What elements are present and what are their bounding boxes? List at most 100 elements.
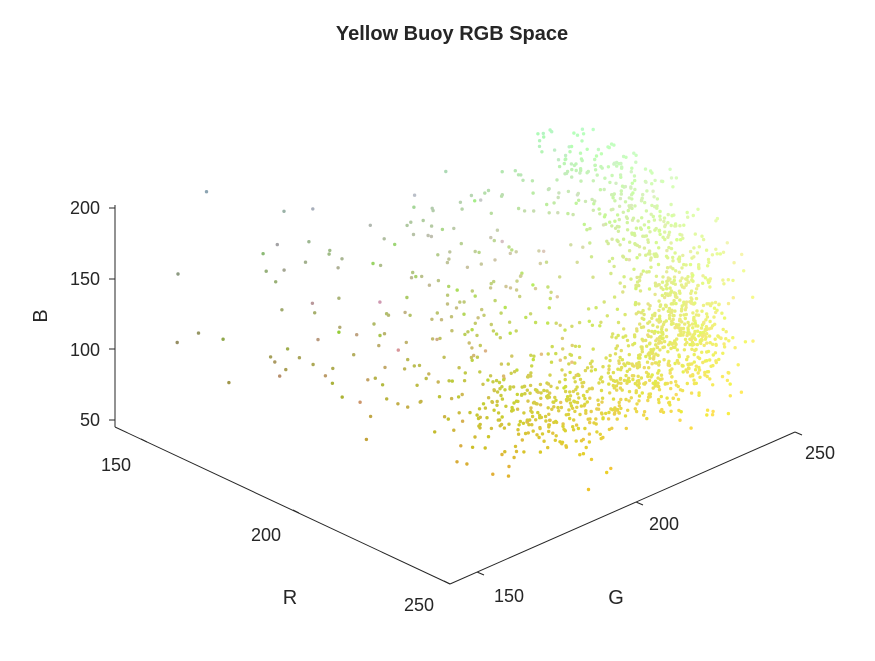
data-point: [641, 269, 645, 273]
data-point: [556, 195, 560, 200]
data-point: [707, 334, 712, 338]
data-point: [612, 295, 617, 299]
data-point: [528, 383, 533, 388]
data-point: [560, 336, 565, 341]
data-point: [614, 384, 619, 388]
data-point: [227, 380, 231, 385]
data-point: [692, 360, 696, 364]
data-point: [633, 178, 637, 183]
data-point: [578, 151, 583, 155]
data-point: [604, 356, 608, 360]
data-point: [669, 346, 673, 351]
data-point: [631, 216, 636, 220]
data-point: [694, 347, 698, 352]
data-point: [452, 428, 456, 432]
data-point: [605, 314, 609, 318]
data-point: [597, 207, 601, 211]
data-point: [508, 286, 513, 290]
data-point: [500, 193, 504, 197]
data-point: [599, 320, 603, 324]
data-point: [645, 344, 649, 348]
data-point: [656, 330, 660, 334]
data-point: [611, 332, 615, 336]
data-point: [705, 408, 710, 412]
data-point: [704, 325, 709, 329]
data-point: [538, 382, 543, 387]
data-point: [644, 338, 648, 343]
data-point: [352, 353, 356, 357]
data-point: [623, 200, 628, 204]
data-point: [689, 289, 694, 293]
data-point: [713, 300, 718, 305]
data-point: [600, 166, 604, 170]
data-point: [673, 326, 677, 330]
data-point: [493, 258, 497, 262]
data-point: [634, 283, 638, 288]
data-point: [684, 283, 688, 287]
data-point: [498, 387, 502, 391]
data-point: [671, 281, 675, 285]
data-point: [665, 270, 669, 274]
data-point: [417, 363, 422, 368]
data-point: [651, 214, 655, 219]
data-point: [574, 162, 578, 166]
data-point: [606, 145, 610, 149]
data-point: [523, 431, 528, 436]
data-point: [411, 232, 416, 237]
data-point: [532, 400, 536, 404]
data-point: [644, 234, 649, 238]
data-point: [726, 278, 730, 282]
data-point: [528, 312, 533, 316]
data-point: [669, 176, 674, 180]
data-point: [616, 333, 620, 338]
data-point: [620, 184, 625, 188]
data-point: [621, 255, 626, 259]
b-tick-label-50: 50: [80, 410, 100, 430]
data-point: [692, 318, 696, 322]
data-point: [552, 405, 556, 409]
data-point: [616, 229, 621, 233]
data-point: [637, 302, 641, 306]
data-point: [673, 339, 677, 343]
data-point: [633, 335, 637, 339]
data-point: [602, 187, 606, 192]
data-point: [713, 322, 717, 326]
data-point: [673, 309, 677, 313]
data-point: [657, 299, 661, 303]
data-point: [645, 189, 649, 193]
data-point: [589, 457, 594, 462]
data-point: [596, 147, 601, 152]
data-point: [629, 396, 633, 400]
data-point: [630, 166, 634, 170]
data-point: [619, 406, 623, 411]
data-point: [526, 431, 530, 435]
data-point: [393, 242, 397, 247]
data-point: [571, 389, 576, 394]
data-point: [701, 237, 706, 242]
data-point: [672, 298, 676, 303]
data-point: [604, 411, 608, 416]
data-point: [635, 362, 639, 366]
data-point: [662, 358, 666, 362]
data-point: [661, 410, 666, 414]
data-point: [496, 418, 500, 422]
data-point: [495, 228, 500, 232]
data-point: [656, 381, 660, 385]
data-point: [499, 311, 503, 315]
data-point: [439, 318, 444, 322]
data-point: [686, 215, 690, 219]
data-point: [543, 414, 548, 419]
data-point: [615, 213, 620, 217]
data-point: [690, 335, 694, 339]
data-point: [606, 417, 611, 421]
data-point: [701, 330, 705, 335]
data-point: [433, 430, 437, 434]
data-point: [618, 355, 622, 360]
data-point: [557, 380, 562, 384]
data-point: [470, 328, 474, 332]
data-point: [429, 224, 434, 228]
data-point: [661, 307, 665, 311]
data-point: [692, 378, 696, 382]
data-point: [507, 320, 512, 324]
data-point: [721, 250, 726, 254]
